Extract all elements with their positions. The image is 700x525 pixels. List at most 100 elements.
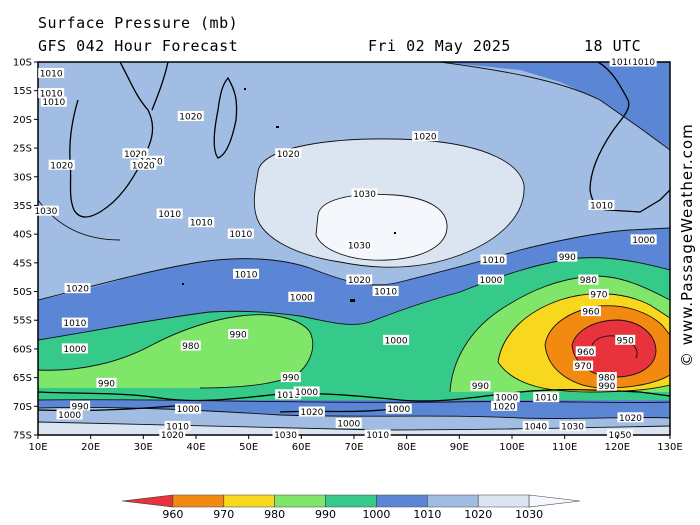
contour-label: 1020 <box>346 274 373 286</box>
contour-label: 990 <box>557 251 578 263</box>
forecast-date: Fri 02 May 2025 <box>368 37 511 55</box>
contour-label-text: 990 <box>282 374 299 384</box>
contour-label-text: 1020 <box>50 161 73 171</box>
contour-label-text: 1020 <box>124 150 147 160</box>
contour-label-text: 1030 <box>274 431 297 441</box>
contour-label: 1010 <box>61 317 88 329</box>
contour-label-text: 1010 <box>229 230 252 240</box>
contour-label-text: 1000 <box>177 405 200 415</box>
lat-label: 15S <box>13 86 32 97</box>
contour-label: 1020 <box>48 159 75 171</box>
watermark: © www.PassageWeather.com <box>678 123 696 367</box>
contour-label: 1020 <box>275 148 302 160</box>
island-marion <box>182 283 184 285</box>
lon-label: 40E <box>186 442 205 453</box>
island-mauritius <box>276 126 279 128</box>
contour-label-bg <box>606 429 633 440</box>
contour-label-text: 1010 <box>535 394 558 404</box>
pressure-legend: 960 970 980 990 1000 1010 1020 1030 <box>121 494 581 521</box>
contour-label-bg <box>122 148 149 159</box>
contour-label-bg <box>578 274 599 285</box>
contour-label-bg <box>275 148 302 159</box>
contour-label-text: 1000 <box>632 236 655 246</box>
contour-label-bg <box>61 317 88 328</box>
contour-label-text: 970 <box>590 290 607 300</box>
contour-label: 1020 <box>159 429 186 441</box>
contour-label-text: 1020 <box>493 402 516 412</box>
contour-label-bg <box>630 56 657 67</box>
contour-label-bg <box>233 268 260 279</box>
contour-label-bg <box>383 334 410 345</box>
contour-label: 1010 <box>630 56 657 68</box>
contour-label-bg <box>364 429 391 440</box>
africa-east-coast <box>151 62 169 111</box>
contour-label: 1010 <box>480 254 507 266</box>
contour-label: 1010 <box>609 56 636 68</box>
contour-label-bg <box>64 283 91 294</box>
contour-label-text: 1010 <box>277 391 300 401</box>
contour-label: 1000 <box>175 403 202 415</box>
contour-label-text: 1030 <box>348 242 371 252</box>
contour-label-bg <box>470 380 491 391</box>
contour-label-text: 1000 <box>337 420 360 430</box>
contour-label: 1010 <box>233 268 260 280</box>
lat-label: 10S <box>13 58 32 69</box>
contour-label-text: 1010 <box>42 98 65 108</box>
contour-label-text: 1010 <box>63 319 86 329</box>
contour-label-text: 980 <box>598 374 615 384</box>
legend-label: 990 <box>315 508 336 521</box>
contour-label-text: 1010 <box>482 256 505 266</box>
lon-label: 120E <box>605 442 630 453</box>
contour-label-text: 1000 <box>387 405 410 415</box>
contour-label: 1000 <box>630 234 657 246</box>
contour-label-text: 990 <box>472 382 489 392</box>
contour-label-bg <box>130 159 157 170</box>
contour-label-text: 1020 <box>277 150 300 160</box>
island-amsterdam <box>394 232 396 234</box>
contour-label-text: 1010 <box>366 431 389 441</box>
contour-label: 1020 <box>412 131 439 143</box>
contour-label: 990 <box>70 400 91 412</box>
contour-label-bg <box>275 389 302 400</box>
contour-label-text: 990 <box>230 331 247 341</box>
lat-label: 25S <box>13 144 32 155</box>
contour-label-text: 1000 <box>290 293 313 303</box>
contour-label-text: 1010 <box>590 201 613 211</box>
contour-label-text: 1020 <box>300 408 323 418</box>
forecast-label: GFS 042 Hour Forecast <box>38 37 239 55</box>
contour-label-text: 1010 <box>632 58 655 68</box>
contour-label-bg <box>156 208 183 219</box>
contour-label-text: 980 <box>580 276 597 286</box>
contour-label: 1050 <box>606 429 633 441</box>
legend-swatch <box>427 494 479 508</box>
contour-label-bg <box>188 217 215 228</box>
contour-label: 1000 <box>493 392 520 404</box>
contour-label-text: 1000 <box>495 394 518 404</box>
contour-label-bg <box>32 205 59 216</box>
contour-label-text: 1010 <box>190 219 213 229</box>
legend-label: 1020 <box>464 508 492 521</box>
legend-label: 1030 <box>515 508 543 521</box>
contour-label: 1030 <box>559 420 586 432</box>
contour-label-text: 960 <box>577 348 594 358</box>
lat-label: 30S <box>13 172 32 183</box>
contour-label-bg <box>227 228 254 239</box>
contour-label: 1020 <box>130 159 157 171</box>
contour-label: 1000 <box>385 403 412 415</box>
contour-label: 960 <box>581 306 601 318</box>
contour-label: 990 <box>470 380 491 392</box>
contour-label: 1010 <box>533 392 560 404</box>
contour-label: 1000 <box>293 386 320 398</box>
contour-label-text: 1050 <box>609 431 632 441</box>
contour-label-text: 980 <box>182 342 199 352</box>
contour-label-bg <box>491 400 518 411</box>
contour-label-text: 1000 <box>385 336 408 346</box>
contour-label-bg <box>48 159 75 170</box>
contour-label-bg <box>493 392 520 403</box>
contour-label-bg <box>175 403 202 414</box>
contour-label-text: 1030 <box>353 190 376 200</box>
legend-swatch <box>172 494 225 508</box>
contour-label-bg <box>596 372 617 383</box>
lon-label: 20E <box>81 442 100 453</box>
contour-label: 1040 <box>522 420 549 432</box>
